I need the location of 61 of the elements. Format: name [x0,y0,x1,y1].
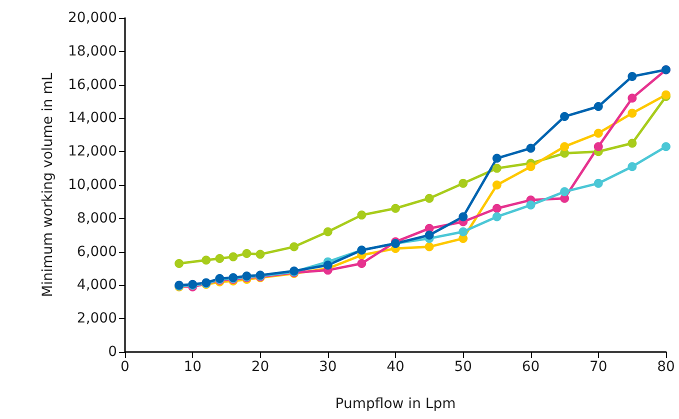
point [594,128,603,138]
point [174,258,184,268]
point [526,200,536,210]
y-axis-title: Minimum working volume in mL [40,72,56,298]
x-tick-label: 50 [454,359,472,375]
point [628,72,637,81]
y-tick-label: 14,000 [68,110,117,126]
point [594,102,603,112]
point [215,254,224,263]
point [628,108,637,118]
point [492,164,502,173]
point [424,230,434,240]
y-tick-label: 4,000 [76,277,117,294]
point [628,94,637,103]
point [492,180,502,190]
point [323,260,332,270]
point [458,227,468,236]
point [424,242,434,252]
point [560,112,570,122]
x-tick-label: 0 [120,359,130,375]
y-tick-label: 16,000 [68,76,117,93]
point [628,162,637,172]
y-tick-label: 18,000 [68,43,117,60]
x-tick-label: 80 [657,359,675,375]
point [458,178,468,188]
point [357,210,366,220]
x-axis-title: Pumpflow in Lpm [335,396,456,412]
x-tick-label: 40 [386,359,404,375]
point [458,212,468,222]
y-tick-label: 20,000 [68,10,117,26]
y-tick-label: 10,000 [68,177,117,193]
point [560,187,570,196]
y-tick-label: 2,000 [76,310,117,327]
x-tick-label: 10 [184,359,202,375]
point [424,194,434,203]
x-tick-label: 60 [522,359,540,375]
point [492,204,502,213]
point [526,144,536,153]
point [290,242,299,252]
x-tick-label: 30 [318,359,337,375]
point [323,227,332,236]
point [202,256,211,265]
point [492,154,502,163]
point [357,258,366,268]
point [391,204,400,213]
y-tick-label: 8,000 [76,210,117,226]
y-tick-label: 6,000 [76,244,117,260]
point [560,142,570,152]
point [242,248,252,258]
point [526,162,536,172]
y-tick-label: 12,000 [68,144,117,160]
point [594,142,603,152]
point [256,250,265,259]
point [628,138,637,148]
y-tick-label: 0 [108,344,117,360]
x-tick-label: 70 [589,359,608,375]
point [492,212,502,222]
point [594,178,603,188]
point [228,252,238,262]
x-tick-label: 20 [251,359,270,375]
point [662,142,670,152]
